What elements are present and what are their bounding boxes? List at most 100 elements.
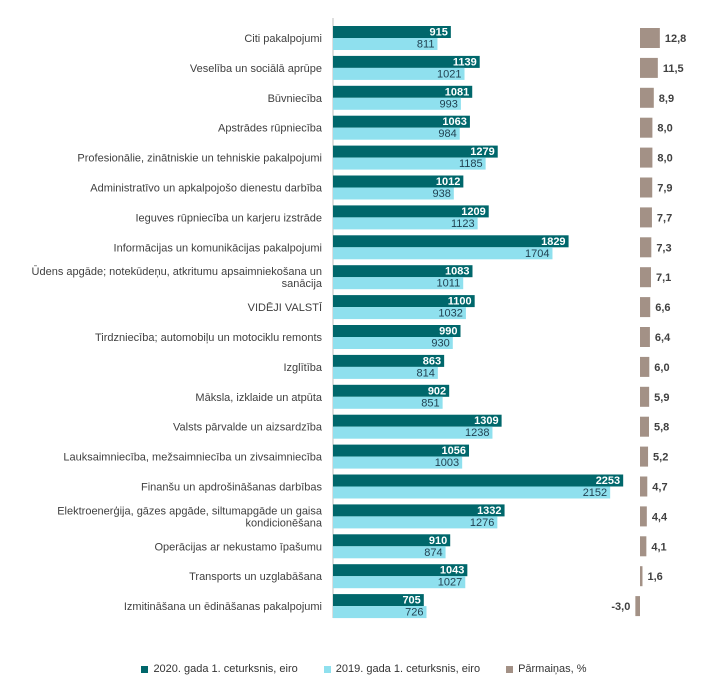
category-label: Informācijas un komunikācijas pakalpojum… [114, 242, 322, 254]
bar-2019-label: 938 [432, 188, 450, 200]
bar-2019-label: 1704 [525, 248, 549, 260]
category-label-line: Ūdens apgāde; notekūdeņu, atkritumu apsa… [32, 266, 322, 278]
bar-2020-label: 1083 [445, 266, 469, 278]
bar-2020 [333, 115, 470, 128]
category-label: Būvniecība [268, 93, 323, 105]
bar-2019 [333, 546, 446, 559]
change-label: 4,4 [652, 511, 668, 523]
bar-2020-label: 1056 [442, 445, 466, 457]
legend-swatch-2020 [141, 665, 149, 673]
change-bar [640, 536, 647, 557]
bar-2020-label: 910 [429, 535, 447, 547]
change-label: 5,9 [654, 392, 669, 404]
change-bar [640, 566, 643, 587]
change-bar [640, 446, 649, 467]
bar-2019 [333, 337, 453, 349]
change-label: 5,2 [653, 452, 668, 464]
change-label: 5,8 [654, 422, 669, 434]
bar-2019 [333, 366, 438, 379]
legend-label-change: Pārmaiņas, % [518, 663, 587, 675]
bar-2019 [333, 516, 498, 529]
bar-2020-label: 2253 [596, 475, 620, 487]
bar-2019 [333, 38, 438, 50]
legend-label-2020: 2020. gada 1. ceturksnis, eiro [153, 663, 298, 675]
bar-2019-label: 1032 [438, 308, 462, 320]
category-label: Transports un uzglabāšana [189, 571, 323, 583]
bar-2020-label: 1081 [445, 86, 469, 98]
bar-2019 [333, 67, 465, 80]
category-label: Lauksaimniecība, mežsaimniecība un zivsa… [63, 452, 323, 464]
change-bar [640, 147, 653, 168]
bar-2020-label: 902 [428, 385, 446, 397]
bar-2020-label: 1063 [442, 116, 466, 128]
bar-2019-label: 814 [416, 367, 434, 379]
bar-2020 [333, 504, 505, 517]
change-label: 7,3 [656, 242, 671, 254]
change-label: 1,6 [647, 571, 662, 583]
change-label: 12,8 [665, 33, 686, 45]
bar-2020 [333, 26, 451, 38]
change-label: 6,0 [654, 362, 669, 374]
change-label: 8,0 [657, 153, 672, 165]
bar-2020-label: 863 [423, 355, 441, 367]
bar-2019-label: 1276 [470, 517, 494, 529]
bar-2019 [333, 456, 463, 469]
bar-2019 [333, 307, 466, 320]
bar-2019 [333, 576, 466, 589]
bar-2020 [333, 594, 424, 607]
change-bar [640, 117, 653, 138]
bar-2019-label: 1011 [437, 278, 461, 290]
bar-2020-label: 990 [439, 326, 457, 338]
category-label: Valsts pārvalde un aizsardzība [173, 422, 323, 434]
bar-2019-label: 1027 [438, 577, 462, 589]
bar-2020-label: 1309 [474, 415, 498, 427]
bar-2020 [333, 85, 473, 98]
bar-2020-label: 1332 [477, 505, 501, 517]
category-label: Māksla, izklaide un atpūta [195, 392, 322, 404]
category-label: VIDĒJI VALSTĪ [248, 302, 323, 314]
category-label: Finanšu un apdrošināšanas darbības [141, 482, 323, 494]
change-label: 7,7 [657, 212, 672, 224]
change-label: 6,4 [655, 332, 671, 344]
bar-2020 [333, 265, 473, 278]
bar-2019-label: 984 [438, 128, 456, 140]
bar-2020-label: 1043 [440, 565, 464, 577]
bar-2019-label: 811 [417, 39, 435, 51]
change-label: 7,1 [656, 272, 671, 284]
change-label: 4,7 [652, 482, 667, 494]
change-label: 8,9 [659, 93, 674, 105]
category-label-line: sanācija [282, 278, 323, 290]
bar-2020 [333, 55, 480, 68]
change-bar [640, 356, 650, 377]
change-bar [635, 596, 640, 617]
bar-2020 [333, 474, 624, 487]
bar-2020-label: 915 [429, 27, 447, 39]
bar-2020 [333, 145, 498, 158]
bar-2019 [333, 606, 427, 619]
bar-2020 [333, 325, 461, 337]
bar-2020 [333, 295, 475, 308]
category-label-line: kondicionēšana [246, 517, 323, 529]
bar-2019-label: 726 [405, 607, 423, 619]
change-bar [640, 416, 649, 437]
category-label: Citi pakalpojumi [244, 33, 322, 45]
bar-2019-label: 1123 [451, 218, 475, 230]
bar-2019-label: 1238 [465, 427, 489, 439]
change-bar [640, 57, 658, 78]
bar-2020 [333, 354, 445, 367]
change-bar [640, 267, 652, 288]
bar-2019 [333, 157, 486, 170]
bar-2019-label: 993 [440, 98, 458, 110]
legend-item-2019: 2019. gada 1. ceturksnis, eiro [323, 663, 480, 675]
legend-item-2020: 2020. gada 1. ceturksnis, eiro [141, 663, 298, 675]
change-label: 4,1 [651, 541, 666, 553]
category-label: Operācijas ar nekustamo īpašumu [154, 541, 322, 553]
change-bar [640, 177, 653, 198]
bar-2019 [333, 426, 493, 439]
category-label: Elektroenerģija, gāzes apgāde, siltumapg… [57, 504, 323, 529]
category-label: Apstrādes rūpniecība [218, 123, 323, 135]
change-bar [640, 327, 650, 347]
change-bar [640, 207, 652, 228]
bar-2020 [333, 235, 569, 248]
